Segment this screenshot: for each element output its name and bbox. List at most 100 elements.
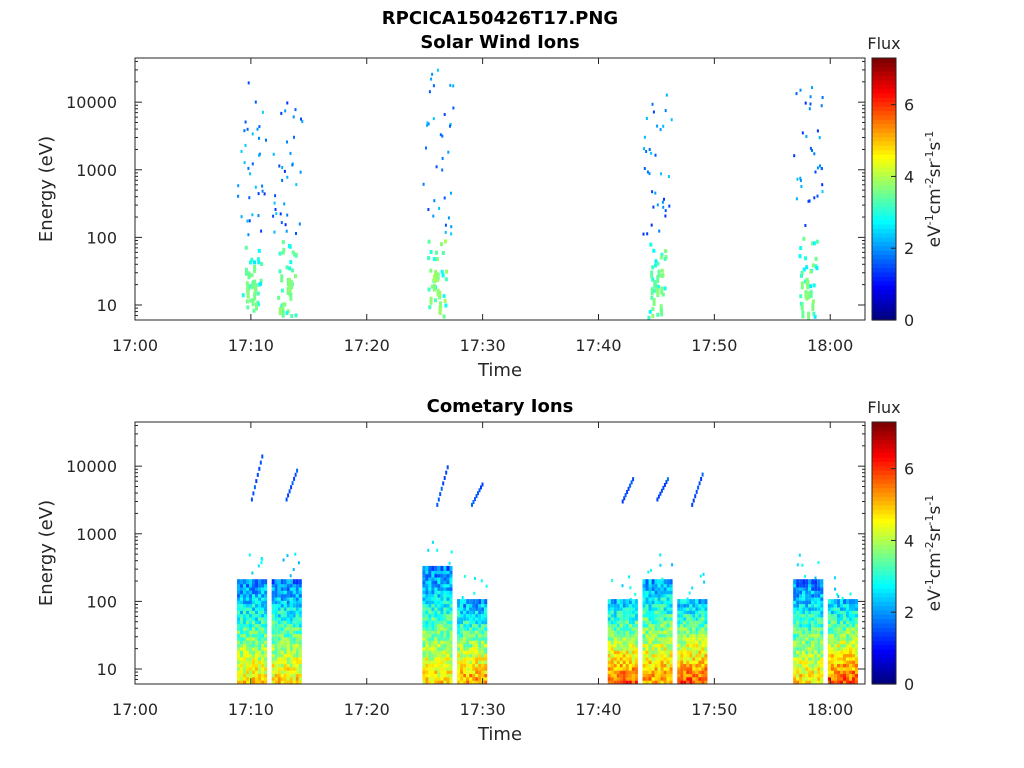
heatmap-cell [648,582,652,588]
heatmap-cell [796,642,800,648]
heatmap-cell [440,579,444,585]
heatmap-cell [648,589,652,595]
heatmap-cell [478,615,482,621]
heatmap-cell [833,599,837,605]
heatmap-cell [298,582,302,588]
heatmap-cell [701,679,705,684]
heatmap-cell [444,277,448,282]
heatmap-cell [622,669,626,674]
heatmap-cell [808,649,812,655]
heatmap-cell [285,311,289,315]
heatmap-cell [827,659,831,664]
heatmap-cell [669,669,673,674]
heatmap-cell [616,599,620,605]
heatmap-cell [475,635,479,641]
heatmap-cell [666,609,670,615]
heatmap-cell [449,602,453,608]
heatmap-cell [663,609,667,615]
heatmap-cell [481,672,485,678]
heatmap-cell [669,592,673,598]
heatmap-cell [666,589,670,595]
heatmap-cell [651,615,655,621]
heatmap-cell [802,582,806,588]
heatmap-cell [422,669,426,674]
heatmap-cell [292,662,296,668]
heatmap-cell [631,672,635,678]
colorbar-segment [872,587,896,593]
heatmap-cell [648,172,651,176]
heatmap-cell [645,117,648,120]
heatmap-cell [437,669,441,674]
heatmap-cell [820,615,824,621]
heatmap-cell [440,595,444,601]
heatmap-cell [700,477,703,481]
heatmap-cell [466,622,470,628]
heatmap-cell [249,659,252,664]
heatmap-cell [852,675,855,681]
heatmap-cell [613,642,617,648]
heatmap-cell [252,589,255,595]
heatmap-cell [654,665,658,671]
heatmap-cell [440,582,444,588]
heatmap-cell [289,665,293,671]
heatmap-cell [443,572,447,578]
colorbar-segment [872,97,896,103]
heatmap-cell [796,649,800,655]
heatmap-cell [289,592,293,598]
heatmap-cell [240,585,243,591]
heatmap-cell [297,561,300,565]
heatmap-cell [289,652,293,658]
heatmap-cell [607,612,611,618]
heatmap-cell [274,655,278,661]
heatmap-cell [443,299,447,303]
heatmap-cell [237,579,240,585]
heatmap-cell [422,622,426,628]
heatmap-cell [631,649,635,655]
heatmap-cell [634,599,638,605]
heatmap-cell [820,599,824,605]
heatmap-cell [428,589,432,595]
heatmap-cell [657,609,661,615]
heatmap-cell [701,652,705,658]
heatmap-cell [809,95,812,99]
heatmap-cell [855,632,858,638]
heatmap-cell [449,609,453,615]
heatmap-cell [651,655,655,661]
heatmap-cell [298,649,302,655]
heatmap-cell [240,215,243,219]
heatmap-cell [852,615,855,621]
heatmap-cell [261,635,265,641]
heatmap-cell [481,619,485,625]
heatmap-cell [283,672,287,678]
heatmap-cell [431,635,435,641]
heatmap-cell [261,615,265,621]
heatmap-cell [846,635,849,641]
heatmap-cell [660,252,664,257]
colorbar-segment [872,306,896,312]
heatmap-cell [802,672,806,678]
heatmap-cell [631,662,635,668]
heatmap-cell [657,632,661,638]
heatmap-cell [663,632,667,638]
heatmap-cell [280,659,284,664]
heatmap-cell [799,679,803,684]
heatmap-cell [432,257,436,262]
heatmap-cell [631,679,635,684]
heatmap-cell [811,622,815,628]
heatmap-cell [246,665,249,671]
heatmap-cell [631,599,635,605]
heatmap-cell [852,605,855,611]
heatmap-cell [428,649,432,655]
heatmap-cell [651,190,654,194]
heatmap-cell [683,622,687,628]
heatmap-cell [833,605,837,611]
heatmap-cell [434,639,438,645]
heatmap-cell [243,659,246,664]
heatmap-cell [613,675,617,681]
heatmap-cell [237,585,240,591]
heatmap-cell [261,454,264,459]
heatmap-cell [255,609,258,615]
heatmap-cell [475,599,479,605]
colorbar-segment [872,483,896,489]
heatmap-cell [277,579,281,585]
